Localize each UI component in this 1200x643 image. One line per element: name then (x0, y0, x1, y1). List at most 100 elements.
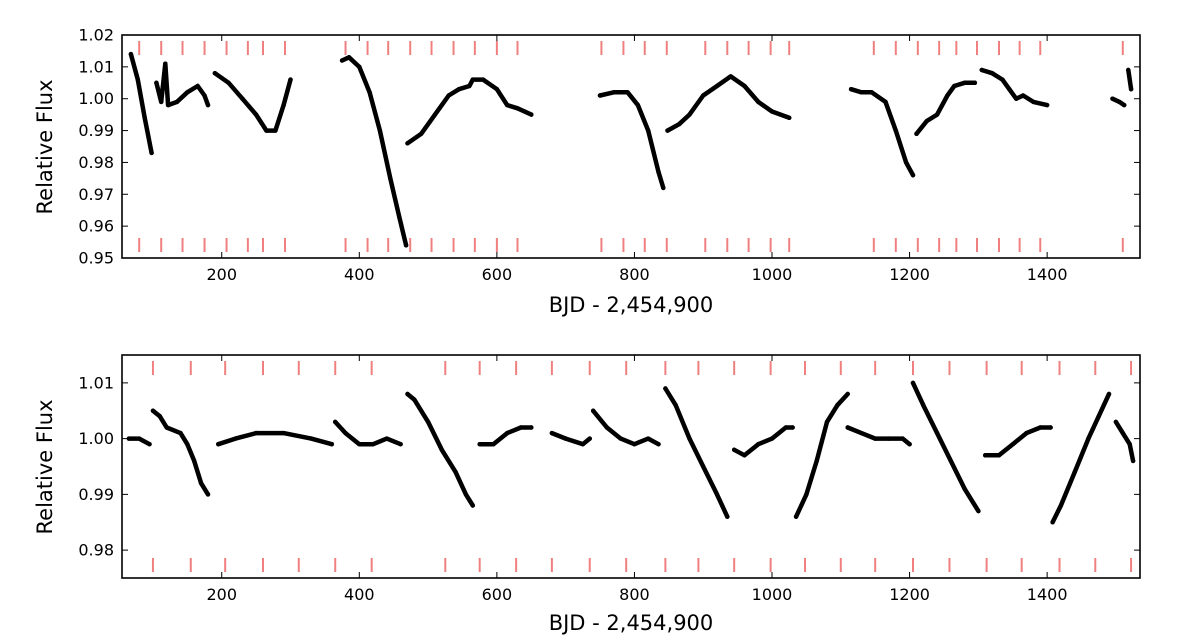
data-point (656, 169, 661, 175)
lightcurve-segment (1113, 419, 1136, 464)
data-point (1007, 87, 1012, 92)
lightcurve-segment (549, 430, 592, 447)
data-point (135, 77, 140, 82)
y-tick-label: 0.98 (78, 153, 114, 172)
x-tick-label: 1200 (889, 585, 930, 604)
data-point (714, 492, 720, 497)
data-point (505, 102, 510, 108)
data-point (824, 419, 830, 425)
data-point (611, 90, 616, 95)
data-point (1117, 99, 1122, 105)
x-tick-label: 1200 (889, 265, 930, 284)
data-point (1020, 93, 1026, 98)
data-point (377, 128, 383, 133)
data-point (783, 425, 788, 430)
data-point (142, 115, 147, 121)
data-point (835, 403, 840, 408)
data-point (339, 58, 345, 63)
lightcurve-segment (982, 425, 1053, 458)
lightcurve-segment (128, 51, 154, 156)
data-point (216, 442, 221, 447)
x-tick-label: 1400 (1027, 265, 1068, 284)
data-point (701, 464, 706, 469)
y-axis-label: Relative Flux (33, 79, 57, 214)
data-point (165, 102, 171, 108)
data-point (470, 503, 475, 508)
data-point (174, 99, 180, 105)
data-point (687, 436, 692, 441)
lightcurve-segment (793, 391, 850, 519)
data-point (1113, 419, 1119, 425)
data-point (1072, 469, 1077, 475)
data-point (470, 77, 475, 82)
data-point (1038, 425, 1043, 430)
data-point (714, 83, 720, 89)
data-point (432, 112, 438, 117)
data-point (673, 403, 678, 408)
data-point (687, 112, 692, 117)
plot-frame (121, 34, 1141, 259)
y-tick-label: 1.02 (78, 26, 114, 45)
data-point (384, 436, 389, 441)
data-point (869, 90, 874, 95)
data-point (625, 90, 630, 95)
data-point (580, 442, 586, 447)
panel-2: 200 400 600 800 1000 1200 1400 0.98 0.99 1.00 1.01… (33, 354, 1141, 635)
lightcurve-segment (1126, 67, 1134, 92)
data-point (273, 128, 278, 133)
data-point (163, 61, 168, 66)
y-tick-label: 0.96 (78, 217, 114, 236)
lightcurve-segment (597, 90, 666, 191)
data-point (962, 80, 967, 86)
data-point (419, 131, 424, 136)
data-point (859, 430, 864, 436)
data-point (618, 436, 623, 441)
data-point (425, 419, 431, 425)
data-point (886, 436, 892, 441)
data-point (463, 492, 469, 497)
data-point (240, 96, 245, 101)
data-point (357, 64, 362, 70)
data-point (412, 397, 417, 402)
data-point (1106, 391, 1112, 397)
data-point (150, 408, 156, 413)
lightcurve-segment (845, 425, 912, 447)
data-point (491, 442, 496, 447)
data-point (914, 131, 919, 136)
data-point (646, 128, 651, 133)
data-point (934, 430, 940, 436)
data-point (948, 458, 953, 464)
data-point (903, 160, 909, 165)
data-point (164, 425, 169, 430)
data-point (226, 80, 231, 86)
y-tick-label: 0.99 (78, 121, 114, 140)
data-point (288, 77, 293, 82)
data-point (149, 150, 154, 156)
data-point (126, 436, 132, 441)
data-point (996, 453, 1002, 458)
data-point (403, 243, 409, 248)
x-tick-label: 400 (344, 585, 375, 604)
y-tick-label: 0.98 (78, 541, 114, 560)
lightcurve-segment (731, 425, 795, 458)
data-point (952, 83, 957, 89)
data-point (663, 386, 668, 391)
data-point (604, 425, 610, 430)
data-point (1086, 436, 1091, 441)
x-axis-label: BJD - 2,454,900 (549, 611, 714, 635)
lightcurve-segment (405, 77, 534, 146)
data-point (646, 436, 651, 441)
data-point (128, 51, 134, 57)
data-point (185, 90, 190, 95)
data-point (983, 453, 988, 458)
x-tick-label: 600 (482, 585, 513, 604)
data-point (587, 436, 592, 441)
data-point (1130, 458, 1136, 464)
data-point (1128, 87, 1134, 92)
data-point (205, 492, 211, 497)
data-point (515, 106, 520, 111)
lightcurve-segment (914, 80, 978, 137)
data-point (665, 128, 670, 133)
data-point (893, 128, 898, 133)
x-tick-label: 800 (619, 265, 650, 284)
